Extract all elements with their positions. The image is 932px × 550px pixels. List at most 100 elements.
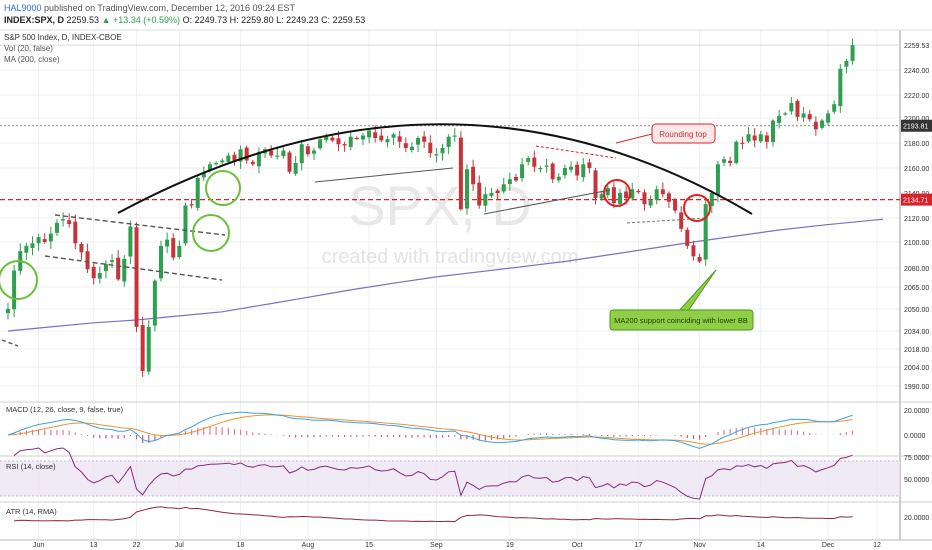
candle-body-49 bbox=[305, 146, 310, 155]
candle-122 bbox=[752, 128, 757, 148]
candle-105 bbox=[648, 195, 653, 208]
candle-34 bbox=[214, 161, 219, 166]
candle-body-82 bbox=[507, 179, 512, 184]
candle-102 bbox=[630, 182, 635, 201]
candle-body-56 bbox=[348, 136, 353, 148]
candle-body-45 bbox=[281, 150, 286, 157]
red-dotted-top bbox=[535, 145, 617, 159]
ma200-line bbox=[7, 218, 884, 332]
candle-109 bbox=[673, 197, 678, 214]
x-tick-label-2: 22 bbox=[133, 542, 141, 549]
candle-95 bbox=[587, 158, 592, 174]
candle-body-22 bbox=[140, 325, 145, 372]
candle-body-69 bbox=[428, 142, 433, 153]
y-tick-label-11: 2180.00 bbox=[904, 141, 929, 148]
candle-body-137 bbox=[844, 61, 849, 67]
candle-body-29 bbox=[183, 205, 188, 244]
candle-39 bbox=[244, 145, 249, 164]
candle-body-23 bbox=[146, 326, 151, 372]
atr-label: ATR (14, RMA) bbox=[6, 507, 57, 516]
candle-58 bbox=[360, 132, 365, 146]
watermark-text: created with tradingview.com bbox=[322, 246, 579, 268]
rsi-band bbox=[0, 461, 900, 496]
candle-body-70 bbox=[434, 154, 439, 156]
y-tick-label-1: 2004.00 bbox=[904, 365, 929, 372]
candle-29 bbox=[183, 202, 188, 246]
x-tick-label-11: Nov bbox=[693, 542, 706, 549]
y-tick-label-2: 2018.00 bbox=[904, 347, 929, 354]
candle-body-37 bbox=[232, 154, 237, 161]
candle-89 bbox=[550, 162, 555, 183]
candle-body-109 bbox=[673, 200, 678, 211]
candle-83 bbox=[513, 173, 518, 182]
candle-38 bbox=[238, 145, 243, 169]
candle-37 bbox=[232, 151, 237, 166]
last-price: 2259.53 bbox=[66, 15, 100, 25]
candle-body-16 bbox=[103, 264, 108, 272]
candle-40 bbox=[250, 159, 255, 166]
candle-53 bbox=[330, 135, 335, 143]
candle-body-72 bbox=[446, 136, 451, 147]
candle-82 bbox=[507, 172, 512, 191]
candle-123 bbox=[758, 130, 763, 144]
candle-body-89 bbox=[550, 163, 555, 180]
y-tick-label-10: 2160.00 bbox=[904, 166, 929, 173]
candle-body-124 bbox=[764, 135, 769, 142]
panes bbox=[0, 401, 932, 541]
ma200-note-label: MA200 support coinciding with lower BB bbox=[614, 316, 748, 325]
x-tick-label-8: 19 bbox=[506, 542, 514, 549]
candle-body-21 bbox=[134, 227, 139, 327]
candle-body-100 bbox=[618, 193, 622, 204]
candle-body-126 bbox=[777, 115, 782, 123]
candle-72 bbox=[446, 134, 451, 155]
candle-body-75 bbox=[465, 169, 469, 209]
candle-body-57 bbox=[354, 137, 359, 140]
candle-body-81 bbox=[501, 184, 506, 192]
candle-31 bbox=[195, 174, 200, 211]
candle-90 bbox=[556, 173, 561, 183]
candle-body-102 bbox=[630, 189, 635, 199]
candle-87 bbox=[538, 165, 543, 173]
rsi-tick-top: 75.0000 bbox=[904, 455, 929, 462]
candle-73 bbox=[452, 128, 457, 142]
y-tick-label-5: 2065.00 bbox=[904, 285, 929, 292]
candle-body-83 bbox=[513, 177, 518, 181]
x-tick-label-0: Jun bbox=[33, 542, 44, 549]
x-tick-label-9: Oct bbox=[572, 542, 583, 549]
circle-green-1 bbox=[0, 260, 38, 300]
rsi-label: RSI (14, close) bbox=[6, 462, 56, 471]
candle-body-108 bbox=[666, 193, 671, 202]
candle-88 bbox=[544, 158, 549, 173]
atr-line bbox=[14, 506, 853, 523]
candle-86 bbox=[532, 150, 537, 173]
candle-14 bbox=[91, 263, 96, 285]
candle-103 bbox=[636, 188, 641, 194]
candle-43 bbox=[269, 145, 274, 158]
candle-12 bbox=[79, 241, 84, 260]
candle-57 bbox=[354, 136, 359, 140]
candle-59 bbox=[367, 128, 372, 144]
candle-7 bbox=[48, 226, 53, 249]
candle-6 bbox=[42, 233, 47, 244]
candle-body-117 bbox=[722, 159, 727, 163]
candle-body-130 bbox=[801, 113, 806, 118]
candle-body-112 bbox=[691, 245, 696, 257]
candle-113 bbox=[697, 253, 702, 263]
candle-68 bbox=[422, 131, 427, 149]
candle-body-113 bbox=[697, 257, 702, 262]
candle-134 bbox=[826, 110, 831, 126]
candle-body-87 bbox=[538, 168, 543, 170]
candle-22 bbox=[140, 316, 145, 377]
candle-30 bbox=[189, 198, 194, 209]
candle-body-120 bbox=[740, 142, 745, 144]
candle-body-131 bbox=[807, 114, 812, 120]
price-levels bbox=[0, 44, 900, 201]
candle-106 bbox=[654, 185, 659, 205]
publisher-name[interactable]: HAL9000 bbox=[4, 3, 42, 13]
candle-body-13 bbox=[85, 251, 90, 270]
candle-body-80 bbox=[495, 190, 500, 193]
candle-body-123 bbox=[758, 134, 763, 142]
candle-9 bbox=[61, 212, 66, 227]
candle-48 bbox=[299, 139, 304, 171]
